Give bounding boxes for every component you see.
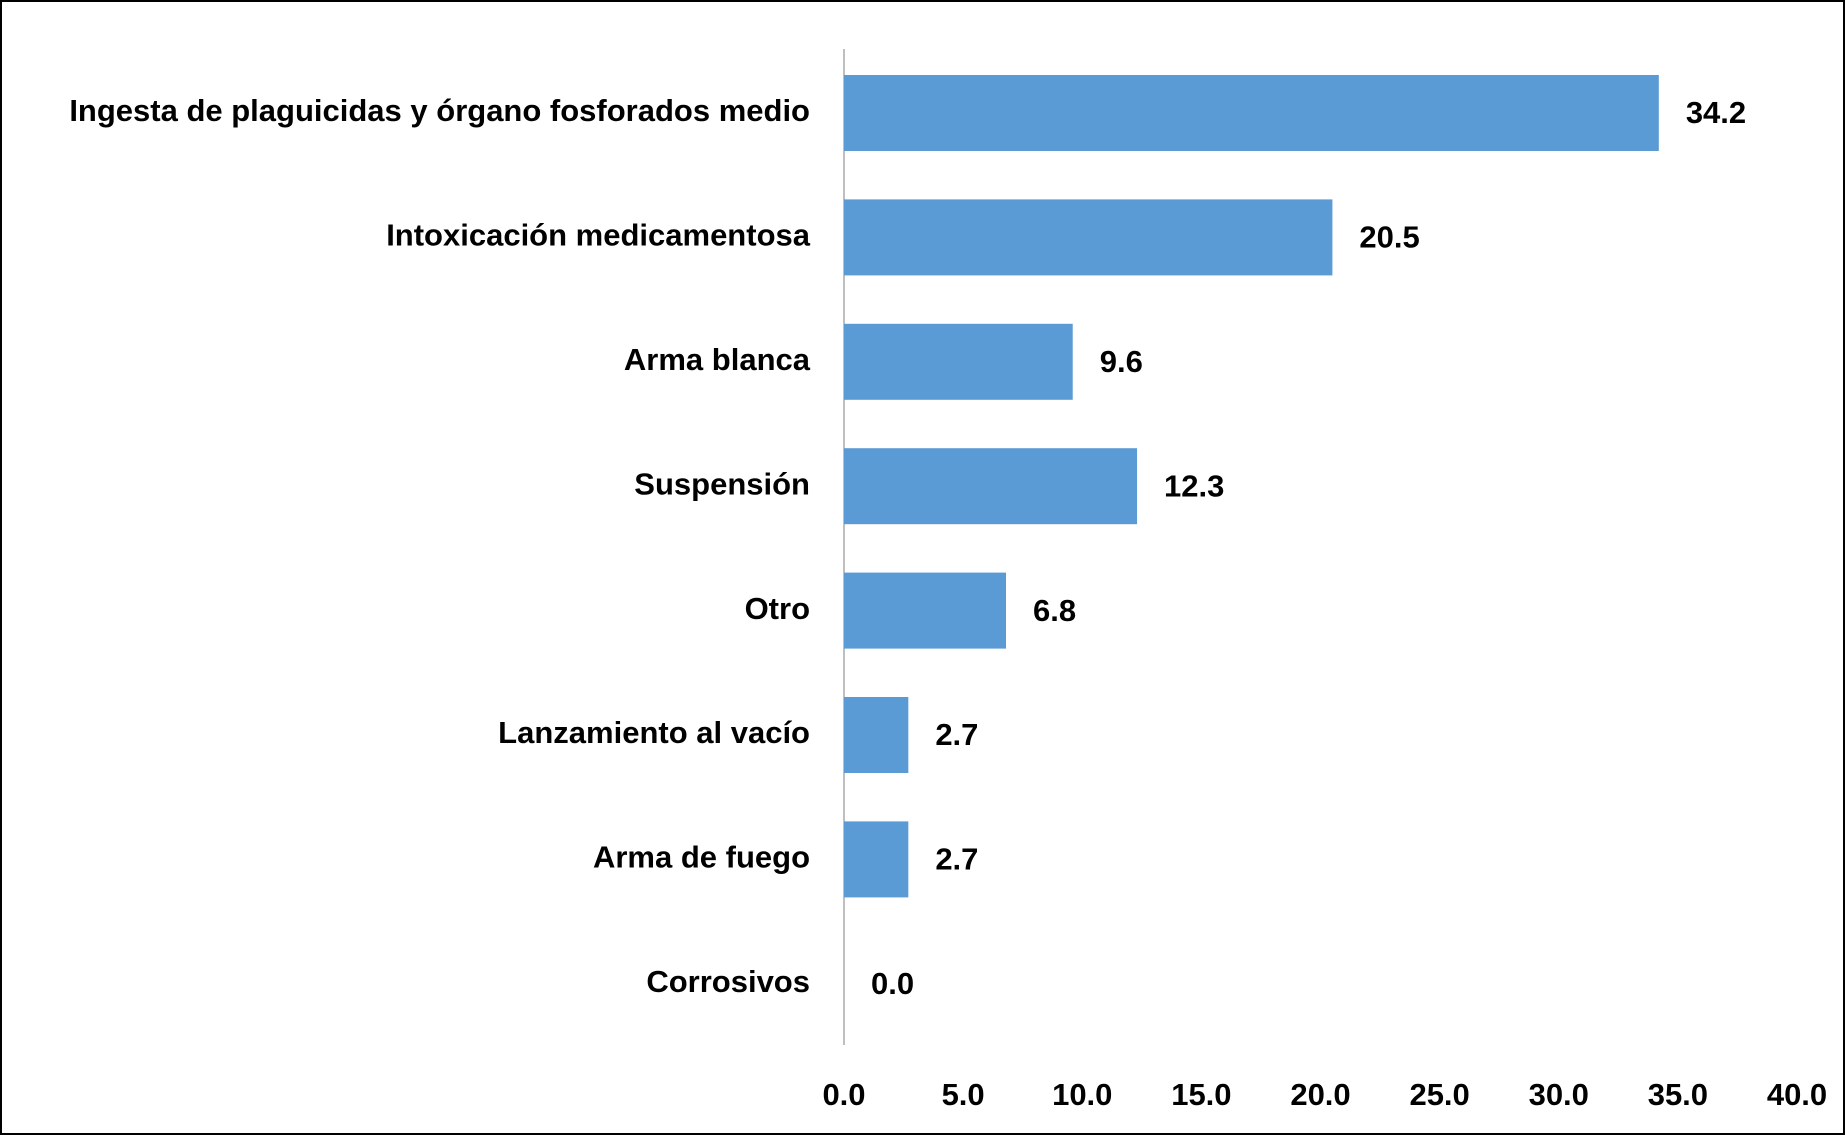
x-tick-label: 15.0 xyxy=(1171,1077,1231,1112)
bar xyxy=(844,572,1007,649)
data-label: 20.5 xyxy=(1359,220,1419,255)
x-tick-label: 10.0 xyxy=(1052,1077,1112,1112)
data-label: 0.0 xyxy=(871,966,914,1001)
bar xyxy=(844,323,1073,400)
x-tick-label: 35.0 xyxy=(1648,1077,1708,1112)
category-label: Arma de fuego xyxy=(593,840,810,875)
category-label: Lanzamiento al vacío xyxy=(498,715,810,750)
category-label: Intoxicación medicamentosa xyxy=(386,218,811,253)
category-label: Suspensión xyxy=(634,466,810,501)
x-tick-label: 0.0 xyxy=(822,1077,865,1112)
bar xyxy=(844,199,1333,276)
bar xyxy=(844,448,1138,525)
x-tick-label: 30.0 xyxy=(1529,1077,1589,1112)
x-tick-label: 5.0 xyxy=(942,1077,985,1112)
data-label: 9.6 xyxy=(1100,344,1143,379)
x-tick-label: 20.0 xyxy=(1290,1077,1350,1112)
x-tick-label: 25.0 xyxy=(1409,1077,1469,1112)
data-label: 6.8 xyxy=(1033,593,1076,628)
data-label: 34.2 xyxy=(1686,95,1746,130)
bar xyxy=(844,697,909,773)
data-label: 12.3 xyxy=(1164,468,1224,503)
bar xyxy=(844,75,1659,151)
category-label: Otro xyxy=(745,591,810,626)
category-label: Corrosivos xyxy=(646,964,810,999)
category-label: Ingesta de plaguicidas y órgano fosforad… xyxy=(69,93,810,128)
bar xyxy=(844,821,909,898)
data-label: 2.7 xyxy=(935,842,978,877)
data-label: 2.7 xyxy=(935,717,978,752)
category-label: Arma blanca xyxy=(624,342,811,377)
x-tick-label: 40.0 xyxy=(1767,1077,1827,1112)
